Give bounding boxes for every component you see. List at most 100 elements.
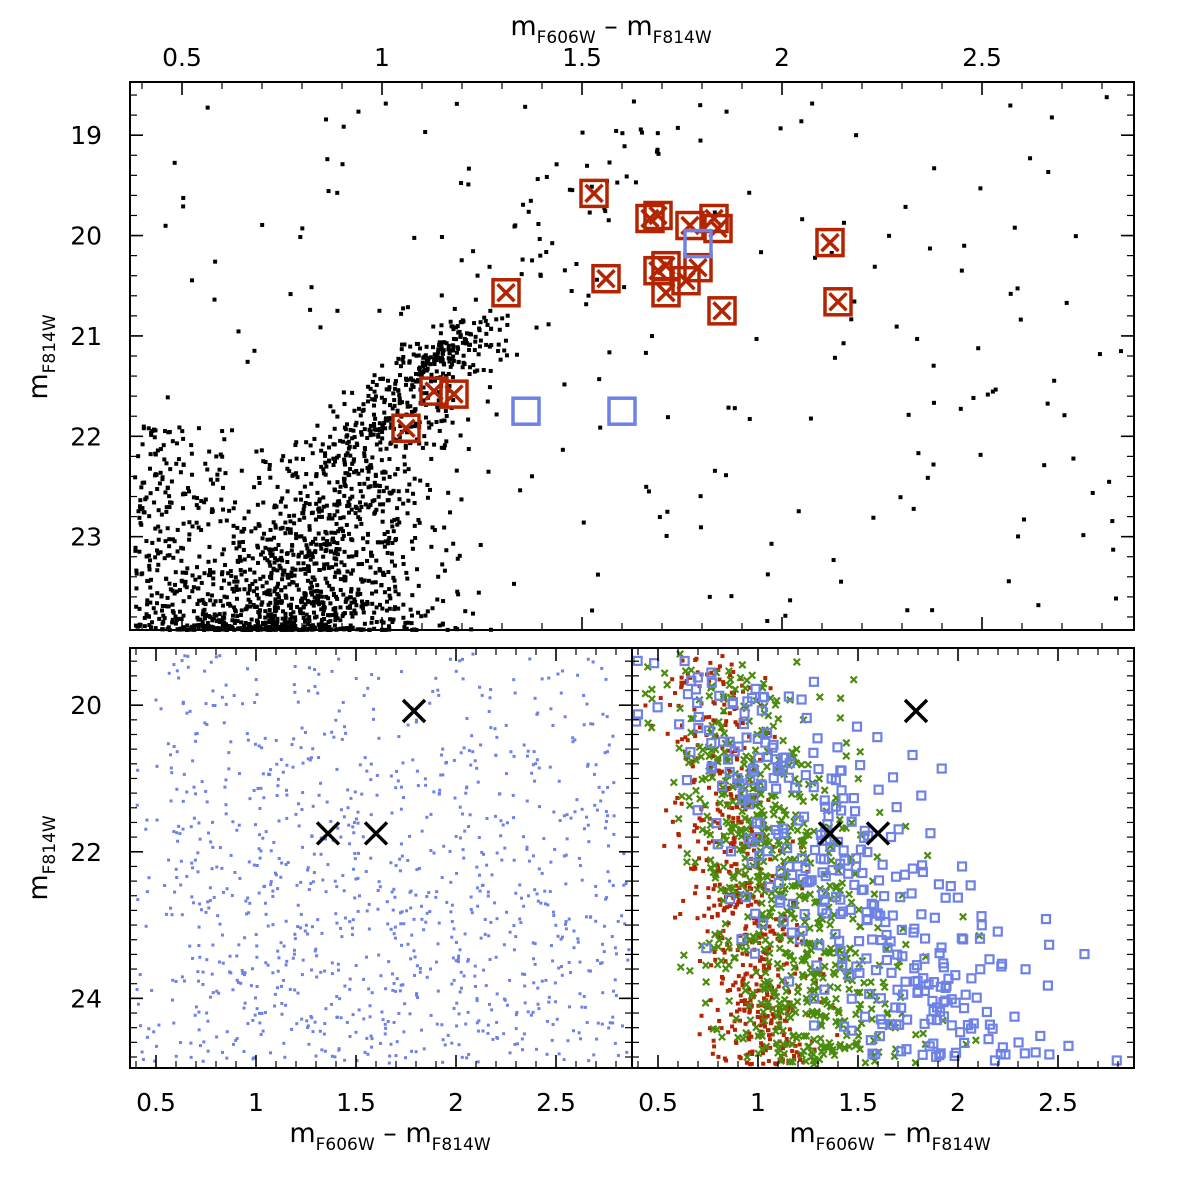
field-star xyxy=(412,476,417,481)
field-star xyxy=(624,174,629,179)
model-star xyxy=(286,861,290,865)
field-star xyxy=(405,400,410,405)
blue-model-star xyxy=(995,1048,1006,1060)
red-model-star xyxy=(749,1061,754,1066)
model-star xyxy=(266,963,270,967)
model-star xyxy=(304,923,308,927)
y-tick-label: 19 xyxy=(70,121,102,150)
model-star xyxy=(573,810,577,814)
red-model-star xyxy=(750,1052,755,1057)
field-star xyxy=(481,368,486,373)
model-star xyxy=(395,1040,399,1044)
green-model-star xyxy=(741,684,750,693)
blue-model-star xyxy=(830,891,842,902)
field-star xyxy=(253,579,258,584)
field-star xyxy=(432,361,437,366)
red-model-star xyxy=(758,975,763,980)
field-star xyxy=(242,623,247,628)
model-star xyxy=(277,956,281,960)
field-star xyxy=(351,428,356,433)
field-star xyxy=(1114,596,1119,601)
red-model-star xyxy=(662,843,667,848)
field-star xyxy=(315,423,320,428)
blue-model-star xyxy=(836,785,847,796)
blue-model-star xyxy=(704,725,715,736)
field-star xyxy=(273,546,278,551)
model-star xyxy=(512,816,516,820)
model-star xyxy=(587,1059,591,1063)
field-star xyxy=(176,457,181,462)
field-star xyxy=(622,285,627,290)
field-star xyxy=(255,502,260,507)
field-star xyxy=(397,392,402,397)
field-star xyxy=(207,449,212,454)
model-star xyxy=(330,972,334,976)
field-star xyxy=(149,593,154,598)
green-model-star xyxy=(760,1016,769,1025)
model-star xyxy=(586,657,590,661)
field-star xyxy=(698,525,703,530)
field-star xyxy=(381,620,386,625)
blue-model-star xyxy=(895,1046,907,1057)
red-model-star xyxy=(730,1024,735,1029)
blue-model-star xyxy=(892,949,903,960)
field-star xyxy=(317,567,322,572)
field-star xyxy=(160,475,165,480)
green-model-star xyxy=(838,824,847,833)
model-star xyxy=(387,960,391,964)
red-model-star xyxy=(664,808,669,813)
green-model-star xyxy=(741,870,750,878)
model-star xyxy=(475,997,479,1001)
red-model-star xyxy=(717,869,722,874)
field-star xyxy=(161,619,166,624)
field-star xyxy=(199,527,204,532)
field-star xyxy=(384,608,389,613)
field-star xyxy=(362,427,367,432)
field-star xyxy=(416,517,421,522)
field-star xyxy=(829,250,834,255)
blue-model-star xyxy=(861,953,872,964)
red-model-star xyxy=(692,707,697,712)
field-star xyxy=(211,602,216,607)
blue-model-star xyxy=(692,672,703,683)
field-star xyxy=(162,556,167,561)
model-star xyxy=(561,935,565,939)
blue-model-star xyxy=(778,828,789,839)
model-star xyxy=(461,657,465,661)
field-star xyxy=(315,490,320,495)
field-star xyxy=(156,562,161,567)
green-model-star xyxy=(827,1002,836,1011)
green-model-star xyxy=(852,1038,861,1047)
green-model-star xyxy=(741,986,750,995)
field-star xyxy=(638,127,643,132)
model-star xyxy=(339,1016,343,1020)
model-star xyxy=(386,922,390,926)
field-star xyxy=(153,452,158,457)
field-star xyxy=(399,311,404,316)
field-star xyxy=(150,540,155,545)
field-star xyxy=(389,559,394,564)
field-star xyxy=(432,442,437,447)
model-star xyxy=(238,876,242,880)
blue-model-star xyxy=(837,960,848,971)
model-star xyxy=(261,1029,265,1033)
field-star xyxy=(416,379,421,384)
green-model-star xyxy=(725,996,734,1005)
green-model-star xyxy=(760,978,769,987)
model-star xyxy=(169,906,173,910)
field-star xyxy=(387,587,392,592)
model-star xyxy=(232,1042,236,1046)
model-star xyxy=(501,823,505,827)
model-star xyxy=(514,1027,518,1031)
x-tick-label: 1.5 xyxy=(336,1088,376,1117)
field-star xyxy=(342,479,347,484)
green-model-star xyxy=(735,943,744,951)
model-star xyxy=(490,873,494,877)
field-star xyxy=(451,327,456,332)
field-star xyxy=(409,409,414,414)
y-tick-label: 22 xyxy=(70,422,102,451)
model-star xyxy=(392,981,396,985)
blue-model-star xyxy=(750,683,761,695)
field-star xyxy=(432,527,437,532)
green-model-star xyxy=(826,920,835,929)
